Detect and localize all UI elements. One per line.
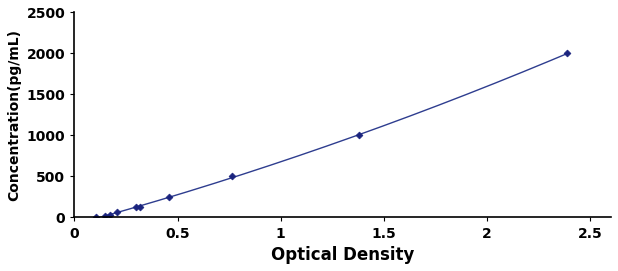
- X-axis label: Optical Density: Optical Density: [271, 246, 414, 264]
- Y-axis label: Concentration(pg/mL): Concentration(pg/mL): [7, 29, 21, 201]
